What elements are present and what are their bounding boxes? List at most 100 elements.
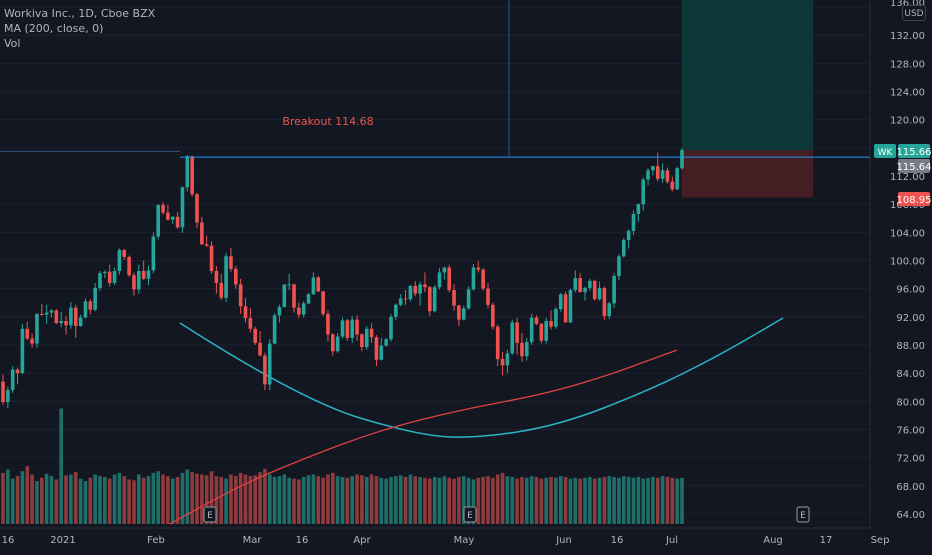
- candle[interactable]: [44, 304, 49, 324]
- candle[interactable]: [602, 286, 607, 320]
- candle[interactable]: [209, 241, 214, 274]
- candle[interactable]: [229, 247, 233, 272]
- candle[interactable]: [515, 317, 519, 355]
- candle[interactable]: [64, 316, 68, 335]
- candle[interactable]: [1, 374, 5, 405]
- candle[interactable]: [238, 278, 243, 314]
- candle[interactable]: [418, 281, 422, 306]
- candle[interactable]: [389, 313, 393, 342]
- candle[interactable]: [25, 321, 30, 341]
- candle[interactable]: [486, 283, 490, 309]
- candle[interactable]: [267, 339, 272, 391]
- candle[interactable]: [646, 168, 650, 186]
- candle[interactable]: [214, 266, 219, 294]
- candle[interactable]: [321, 290, 325, 317]
- candles[interactable]: [1, 147, 684, 409]
- candle[interactable]: [175, 211, 180, 229]
- candle[interactable]: [476, 261, 481, 273]
- candle[interactable]: [180, 186, 185, 234]
- candle[interactable]: [146, 265, 151, 286]
- earnings-marker[interactable]: E: [203, 506, 217, 523]
- profit-target-zone[interactable]: [682, 0, 813, 151]
- candle[interactable]: [107, 264, 112, 287]
- candle[interactable]: [156, 204, 160, 240]
- candle[interactable]: [607, 302, 612, 319]
- candle[interactable]: [491, 302, 495, 330]
- candle[interactable]: [505, 349, 510, 374]
- candle[interactable]: [452, 284, 456, 311]
- candle[interactable]: [578, 273, 582, 293]
- candle[interactable]: [292, 283, 296, 313]
- candle[interactable]: [340, 317, 345, 339]
- candle[interactable]: [200, 216, 204, 245]
- candle[interactable]: [466, 286, 471, 310]
- crosshair-price-label[interactable]: 115.64: [897, 159, 932, 173]
- candle[interactable]: [461, 305, 466, 321]
- candle[interactable]: [258, 330, 262, 357]
- candle[interactable]: [204, 235, 209, 248]
- candle[interactable]: [660, 163, 665, 184]
- candle[interactable]: [122, 249, 127, 260]
- candle[interactable]: [544, 317, 548, 344]
- candle[interactable]: [583, 286, 587, 301]
- candle[interactable]: [592, 279, 597, 301]
- candle[interactable]: [374, 335, 379, 367]
- candle[interactable]: [112, 267, 117, 286]
- candle[interactable]: [379, 337, 384, 361]
- candle[interactable]: [554, 306, 558, 329]
- candle[interactable]: [127, 255, 131, 277]
- candle[interactable]: [253, 326, 257, 345]
- candle[interactable]: [500, 352, 505, 376]
- candle[interactable]: [617, 254, 621, 281]
- candle[interactable]: [539, 323, 544, 344]
- candle[interactable]: [117, 248, 122, 275]
- candle[interactable]: [622, 237, 626, 258]
- candle[interactable]: [394, 303, 398, 320]
- candle[interactable]: [54, 309, 59, 324]
- candle[interactable]: [78, 314, 83, 327]
- candle[interactable]: [272, 313, 277, 345]
- stop-loss-zone[interactable]: [682, 150, 813, 198]
- candle[interactable]: [326, 310, 330, 342]
- candle[interactable]: [306, 292, 311, 305]
- candle[interactable]: [311, 272, 316, 295]
- candle[interactable]: [20, 323, 25, 374]
- candle[interactable]: [355, 315, 359, 341]
- candle[interactable]: [636, 203, 641, 222]
- candle[interactable]: [432, 285, 437, 313]
- candle[interactable]: [195, 192, 199, 229]
- candle[interactable]: [437, 268, 442, 290]
- candle[interactable]: [641, 177, 645, 211]
- candle[interactable]: [331, 332, 335, 356]
- candle[interactable]: [612, 273, 616, 308]
- candle[interactable]: [520, 332, 524, 362]
- last-price-ticker[interactable]: WK: [874, 144, 896, 158]
- candle[interactable]: [93, 283, 97, 312]
- candle[interactable]: [525, 337, 529, 361]
- candle[interactable]: [447, 264, 451, 293]
- candle[interactable]: [568, 288, 573, 324]
- candle[interactable]: [35, 313, 39, 348]
- candle[interactable]: [442, 266, 447, 280]
- candle[interactable]: [30, 333, 34, 348]
- candle[interactable]: [350, 316, 354, 343]
- candle[interactable]: [6, 386, 10, 409]
- candle[interactable]: [15, 367, 20, 385]
- candle[interactable]: [277, 304, 282, 323]
- ma-200-line[interactable]: [169, 349, 678, 525]
- candle[interactable]: [675, 166, 679, 191]
- candle[interactable]: [345, 318, 350, 341]
- candle[interactable]: [98, 271, 102, 291]
- candle[interactable]: [408, 285, 413, 302]
- candle[interactable]: [335, 332, 340, 353]
- candle[interactable]: [132, 272, 136, 296]
- candle[interactable]: [364, 325, 369, 350]
- candle[interactable]: [573, 270, 578, 293]
- candle[interactable]: [166, 204, 170, 221]
- candle[interactable]: [510, 319, 515, 355]
- candle[interactable]: [73, 304, 78, 338]
- candle[interactable]: [316, 275, 321, 293]
- candle[interactable]: [481, 268, 485, 291]
- candle[interactable]: [59, 311, 63, 328]
